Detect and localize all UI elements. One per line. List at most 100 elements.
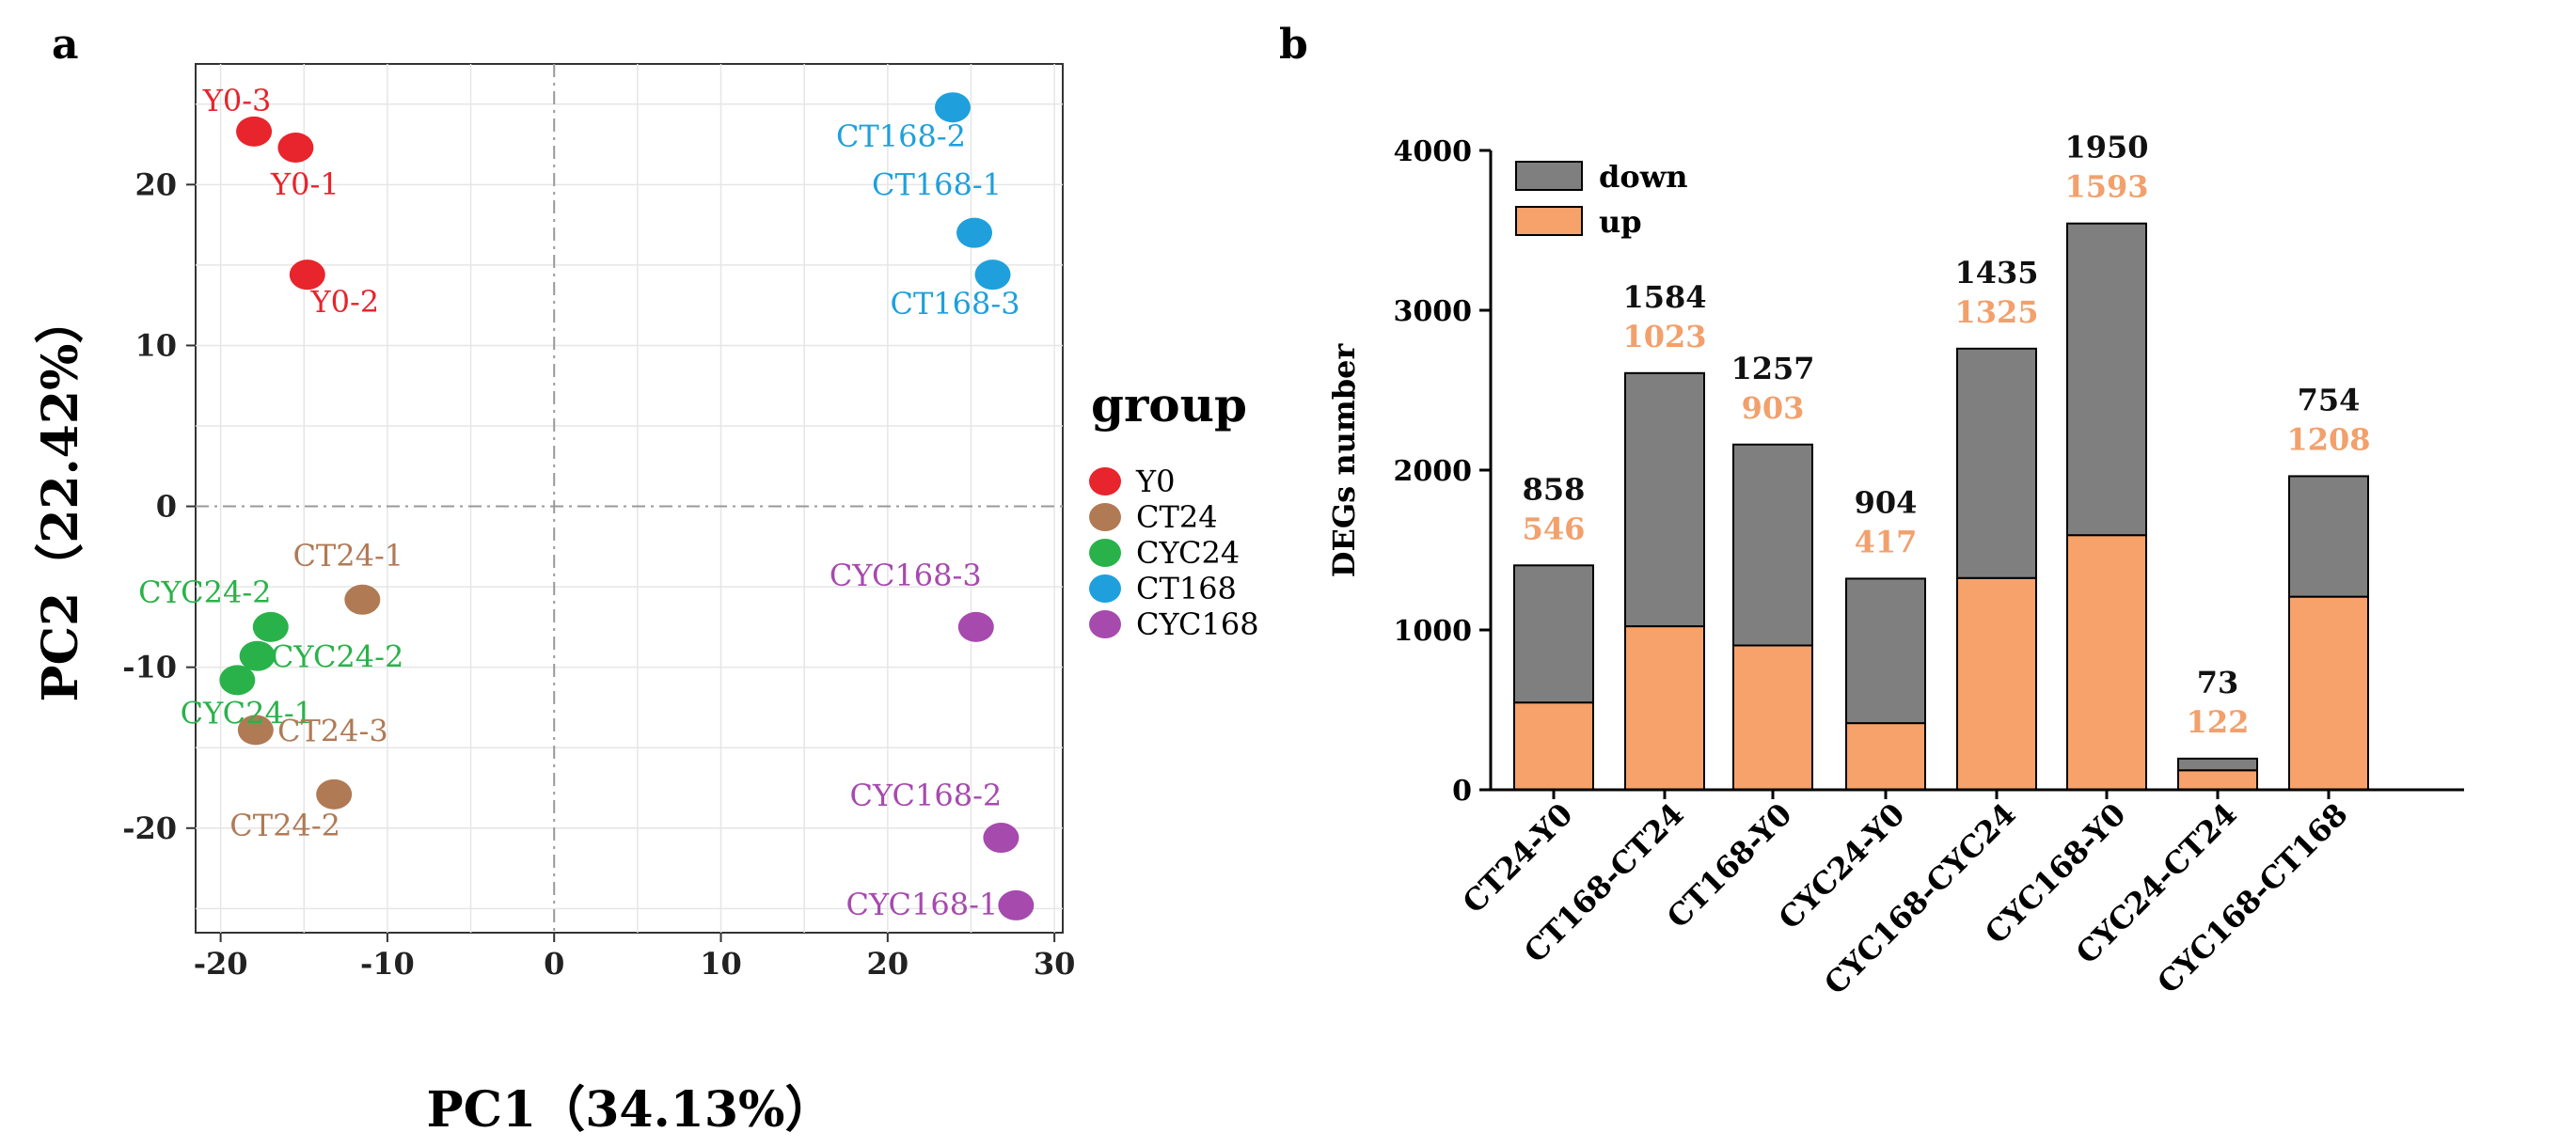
pca-legend-label: CYC24	[1136, 535, 1240, 571]
bar-down-value-label: 1435	[1954, 255, 2038, 291]
bar-down-segment	[1513, 564, 1594, 704]
pca-point	[957, 611, 994, 642]
pca-legend-label: CT168	[1136, 571, 1237, 606]
pca-point	[289, 259, 325, 291]
pca-point-label: CT168-2	[836, 118, 966, 154]
bar-down-value-label: 754	[2298, 382, 2361, 417]
degs-stacked-bar-chart: down up 0 1000 2000 3000 4000 858 546 1584 1023 1…	[1326, 130, 2464, 1001]
pca-point	[219, 665, 256, 696]
pca-legend-swatch	[1089, 539, 1121, 567]
pca-legend-label: CYC168	[1136, 606, 1259, 642]
pca-point-label: CT168-3	[890, 286, 1019, 322]
bar-y-tick-label: 4000	[1394, 135, 1473, 168]
bar-up-segment	[2177, 769, 2258, 792]
pca-y-tick-label: -20	[122, 810, 177, 846]
bar-up-segment	[1513, 701, 1594, 791]
pca-point	[236, 116, 273, 147]
bar-up-value-label: 122	[2187, 704, 2250, 740]
pca-point-label: CT24-3	[277, 713, 388, 748]
pca-y-ticks: -20 -10 0 10 20	[122, 166, 196, 846]
bar-legend-swatch	[1515, 161, 1583, 191]
bar-up-value-label: 1593	[2064, 169, 2148, 205]
bar-y-tick-label: 1000	[1394, 615, 1473, 648]
pca-point-label: CYC168-1	[845, 887, 998, 922]
pca-point	[344, 584, 381, 615]
pca-point	[974, 259, 1011, 291]
pca-point	[998, 889, 1035, 920]
pca-legend-swatch	[1089, 467, 1121, 495]
pca-point-label: CT24-1	[292, 538, 403, 574]
bar-up-segment	[1624, 625, 1705, 792]
bar-down-segment	[2288, 475, 2369, 598]
bar-down-segment	[2177, 757, 2258, 772]
bar-down-value-label: 1584	[1622, 279, 1706, 315]
bar-y-tick-label: 2000	[1394, 455, 1473, 488]
pca-point	[277, 132, 314, 163]
pca-point-labels: Y0-3 Y0-1 Y0-2 CT168-2 CT168-1 CT168-3 CT24-1 C…	[138, 83, 1019, 922]
pca-point-label: CYC24-1	[181, 695, 313, 731]
bar-up-value-label: 1208	[2286, 421, 2370, 457]
bar-x-tick-labels: CT24-Y0CT168-CT24CT168-Y0CYC24-Y0CYC168-…	[1456, 790, 2355, 1001]
bar-down-value-label: 904	[1855, 484, 1918, 520]
pca-legend-label: CT24	[1136, 499, 1218, 535]
pca-point	[316, 778, 353, 810]
pca-y-tick-label: -10	[122, 650, 177, 685]
pca-y-tick-label: 10	[134, 327, 177, 363]
pca-scatter-plot: -20 -10 0 10 20 30 -20 -10 0 10 20 Y0-3 Y0-1 Y0-2 CT…	[32, 63, 1259, 1139]
bar-up-segment	[2066, 534, 2147, 791]
bar-up-segment	[2288, 595, 2369, 792]
pca-point-label: Y0-2	[309, 284, 379, 320]
bar-down-segment	[1624, 371, 1705, 628]
bar-down-value-label: 73	[2197, 665, 2239, 700]
pca-legend-title: group	[1091, 377, 1247, 432]
pca-point-label: Y0-3	[202, 83, 272, 118]
bar-up-value-label: 546	[1523, 511, 1586, 546]
pca-point	[237, 715, 274, 746]
bar-legend: down up	[1515, 159, 1688, 240]
bar-down-segment	[1732, 443, 1813, 647]
pca-point-label: CYC24-2	[138, 574, 271, 610]
bar-x-tick-label: CYC168-CT168	[2150, 796, 2354, 1000]
pca-point	[252, 611, 289, 642]
pca-x-ticks: -20 -10 0 10 20 30	[194, 933, 1076, 982]
bar-marks	[1513, 222, 2369, 792]
pca-point-label: CT24-2	[229, 808, 340, 843]
bar-down-value-label: 1950	[2064, 130, 2148, 165]
bar-up-value-label: 1325	[1954, 294, 2038, 330]
pca-point-label: CT168-1	[872, 167, 1002, 203]
bar-y-tick-label: 0	[1452, 775, 1472, 808]
bar-down-segment	[2066, 222, 2147, 537]
bar-down-segment	[1845, 577, 1926, 725]
pca-point	[934, 92, 971, 123]
bar-y-axis-title: DEGs number	[1326, 343, 1362, 578]
pca-point-label: CYC24-2	[271, 639, 403, 675]
pca-point	[956, 217, 993, 248]
bar-legend-label: up	[1599, 204, 1642, 240]
bar-y-tick-label: 3000	[1394, 295, 1473, 328]
pca-grid	[196, 64, 1063, 933]
pca-point-label: CYC168-3	[830, 558, 982, 593]
bar-legend-label: down	[1599, 159, 1688, 195]
pca-x-tick-label: -20	[194, 946, 248, 982]
pca-point-label: CYC168-2	[850, 778, 1003, 813]
bar-y-ticks: 0 1000 2000 3000 4000	[1394, 135, 1491, 808]
pca-legend-swatch	[1089, 503, 1121, 531]
bar-down-value-label: 858	[1523, 471, 1586, 507]
pca-x-tick-label: -10	[360, 946, 415, 982]
bar-up-segment	[1845, 722, 1926, 791]
bar-up-value-label: 903	[1742, 390, 1805, 426]
pca-x-tick-label: 30	[1034, 946, 1076, 982]
pca-legend-swatch	[1089, 574, 1121, 603]
bar-up-value-label: 1023	[1622, 319, 1706, 354]
pca-x-tick-label: 0	[544, 946, 564, 982]
pca-y-tick-label: 20	[134, 166, 177, 202]
bar-up-value-label: 417	[1855, 524, 1918, 559]
pca-x-axis-title: PC1（34.13%）	[427, 1081, 834, 1139]
bar-x-tick-label: CYC168-CYC24	[1817, 796, 2023, 1002]
pca-point	[239, 640, 276, 671]
panel-a-letter: a	[52, 21, 79, 69]
pca-point-label: Y0-1	[270, 166, 340, 202]
